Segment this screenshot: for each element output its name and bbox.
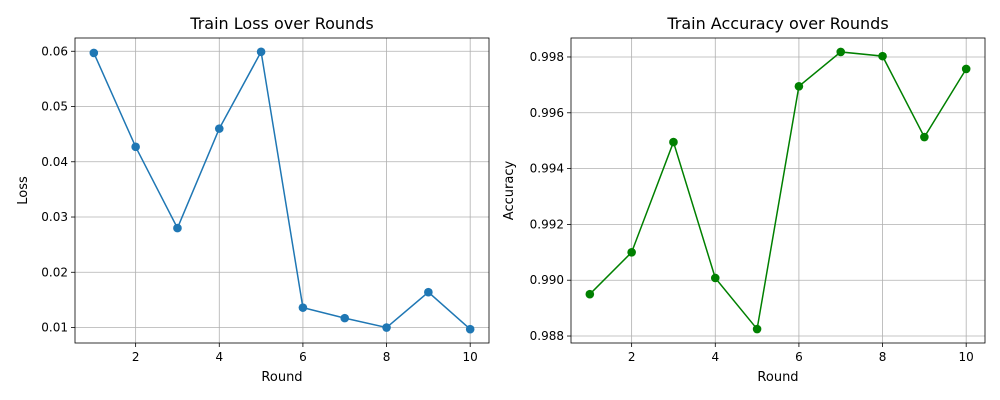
loss-data-point <box>131 142 140 152</box>
loss-x-tick-label: 4 <box>215 350 223 364</box>
loss-x-tick-label: 10 <box>463 350 478 364</box>
loss-y-tick-label: 0.05 <box>41 100 68 114</box>
loss-data-point <box>465 324 475 334</box>
accuracy-data-point <box>669 137 678 147</box>
accuracy-y-tick-label: 0.990 <box>530 273 564 287</box>
accuracy-y-tick-label: 0.996 <box>530 106 564 120</box>
loss-series-line <box>93 49 471 330</box>
accuracy-chart-title: Train Accuracy over Rounds <box>666 14 888 33</box>
loss-axes-frame <box>74 37 490 344</box>
loss-data-point <box>256 47 266 57</box>
loss-x-tick-label: 8 <box>383 350 391 364</box>
loss-chart-panel: 2 4 6 8 10 0.01 0.02 0.03 0.04 0.05 0.06 Train Loss… <box>16 14 490 385</box>
accuracy-data-point <box>961 64 971 74</box>
accuracy-data-point <box>836 47 846 57</box>
accuracy-axes-frame <box>570 37 986 344</box>
accuracy-y-tick-label: 0.998 <box>530 50 564 64</box>
loss-data-point <box>340 313 350 323</box>
loss-data-point <box>298 303 308 312</box>
loss-data-point <box>173 223 182 233</box>
loss-y-tick-label: 0.02 <box>41 265 68 279</box>
accuracy-y-axis-label: Accuracy <box>502 161 517 221</box>
accuracy-series-line <box>589 51 967 331</box>
accuracy-x-tick-label: 6 <box>795 350 803 364</box>
loss-y-tick-label: 0.06 <box>41 44 68 58</box>
loss-data-point <box>89 48 99 58</box>
accuracy-y-tick-label: 0.992 <box>530 217 564 231</box>
accuracy-y-tick-label: 0.994 <box>530 162 564 176</box>
accuracy-x-tick-label: 2 <box>628 350 636 364</box>
accuracy-data-point <box>794 81 804 91</box>
accuracy-x-tick-label: 8 <box>879 350 887 364</box>
loss-data-point <box>424 287 433 297</box>
loss-x-tick-label: 2 <box>132 350 140 364</box>
accuracy-chart-panel: 2 4 6 8 10 0.988 0.990 0.992 0.994 0.996 0.998 Trai… <box>502 14 986 385</box>
loss-x-axis-label: Round <box>261 370 302 385</box>
accuracy-x-tick-label: 4 <box>711 350 719 364</box>
loss-x-tick-label: 6 <box>299 350 307 364</box>
accuracy-data-point <box>585 289 595 299</box>
loss-y-tick-label: 0.04 <box>41 155 68 169</box>
loss-y-axis-label: Loss <box>16 176 31 205</box>
loss-data-point <box>214 124 224 133</box>
accuracy-data-point <box>752 324 762 334</box>
accuracy-data-point <box>710 273 720 283</box>
loss-data-point <box>382 323 391 332</box>
accuracy-data-point <box>920 132 929 142</box>
accuracy-data-point <box>627 248 636 257</box>
loss-chart-title: Train Loss over Rounds <box>189 14 373 33</box>
accuracy-data-point <box>878 51 887 61</box>
loss-y-tick-label: 0.03 <box>41 210 68 224</box>
accuracy-x-axis-label: Round <box>757 370 798 385</box>
loss-y-tick-label: 0.01 <box>41 321 68 335</box>
accuracy-x-tick-label: 10 <box>959 350 974 364</box>
accuracy-y-tick-label: 0.988 <box>530 329 564 343</box>
